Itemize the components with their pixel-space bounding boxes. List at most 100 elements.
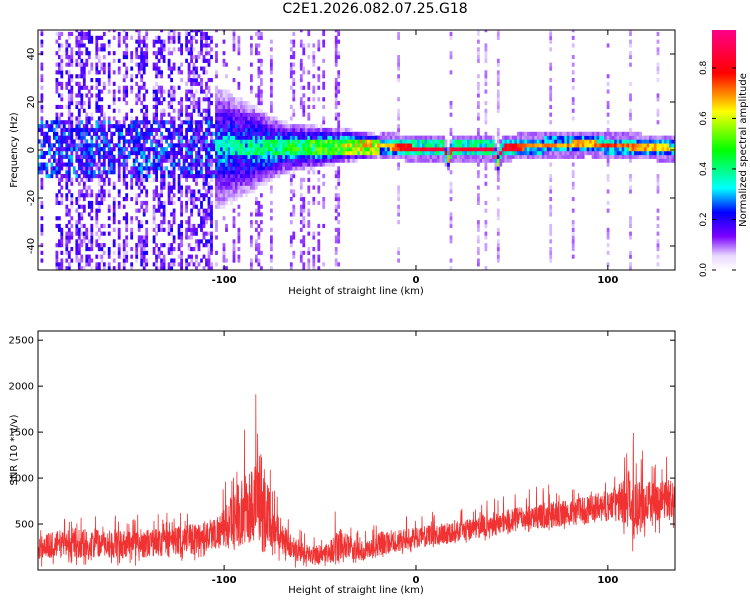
spectrogram-cell — [624, 135, 627, 140]
spectrogram-cell — [484, 243, 488, 248]
spectrogram-cell — [506, 158, 510, 163]
spectrogram-cell — [267, 162, 271, 167]
spectrogram-cell — [626, 151, 630, 156]
spectrogram-cell — [339, 139, 343, 144]
spectrogram-cell — [107, 139, 111, 144]
spectrogram-cell — [462, 143, 465, 148]
spectrogram-cell — [616, 139, 620, 144]
spectrogram-cell — [117, 162, 121, 167]
spectrogram-cell — [215, 43, 218, 48]
spectrogram-cell — [412, 151, 415, 156]
spectrogram-cell — [58, 93, 61, 98]
spectrogram-cell — [342, 143, 346, 148]
spectrogram-cell — [195, 181, 198, 186]
spectrogram-cell — [347, 135, 351, 140]
spectrogram-cell — [92, 162, 96, 167]
spectrogram-cell — [142, 135, 146, 140]
spectrogram-cell — [190, 158, 193, 163]
spectrogram-cell — [102, 170, 106, 175]
spectrogram-cell — [75, 174, 79, 179]
spectrogram-cell — [439, 143, 443, 148]
spectrogram-cell — [571, 151, 575, 156]
spectrogram-cell — [155, 131, 158, 136]
spectrogram-cell — [140, 147, 144, 152]
spectrogram-cell — [125, 250, 129, 255]
spectrogram-cell — [424, 139, 428, 144]
spectrogram-cell — [40, 131, 44, 136]
spectrogram-cell — [180, 166, 183, 171]
spectrogram-cell — [142, 247, 146, 252]
spectrogram-cell — [122, 181, 126, 186]
spectrogram-cell — [237, 97, 241, 102]
spectrogram-cell — [180, 220, 183, 225]
spectrogram-cell — [272, 139, 276, 144]
spectrogram-cell — [162, 120, 166, 125]
spectrogram-cell — [479, 139, 483, 144]
spectrogram-cell — [252, 116, 256, 121]
x-tick-label: 100 — [597, 575, 618, 586]
spectrogram-cell — [222, 97, 226, 102]
spectrogram-cell — [382, 151, 385, 156]
spectrogram-cell — [334, 143, 338, 148]
spectrogram-cell — [484, 208, 488, 213]
spectrogram-cell — [58, 66, 61, 71]
spectrogram-cell — [195, 166, 198, 171]
spectrogram-cell — [404, 143, 408, 148]
spectrogram-cell — [167, 31, 171, 37]
spectrogram-cell — [185, 104, 188, 110]
spectrogram-cell — [227, 143, 231, 148]
spectrogram-cell — [237, 247, 241, 252]
spectrogram-cell — [302, 166, 306, 171]
spectrogram-cell — [67, 162, 71, 167]
spectrogram-cell — [235, 185, 238, 190]
spectrogram-cell — [172, 151, 176, 156]
spectrogram-cell — [424, 151, 428, 156]
spectrogram-cell — [292, 39, 296, 44]
spectrogram-cell — [492, 143, 495, 148]
spectrogram-cell — [90, 216, 94, 221]
spectrogram-cell — [58, 70, 61, 75]
spectrogram-cell — [407, 154, 410, 159]
spectrogram-cell — [97, 78, 101, 83]
spectrogram-cell — [195, 204, 198, 209]
spectrogram-cell — [549, 85, 553, 90]
spectrogram-cell — [60, 58, 64, 63]
spectrogram-cell — [275, 162, 278, 167]
spectrogram-cell — [275, 127, 278, 133]
spectrogram-cell — [412, 154, 415, 159]
spectrogram-cell — [606, 127, 610, 133]
spectrogram-cell — [484, 147, 488, 152]
spectrogram-cell — [107, 120, 111, 125]
spectrogram-cell — [260, 162, 263, 167]
spectrogram-cell — [172, 247, 176, 252]
spectrogram-cell — [40, 104, 44, 110]
spectrogram-cell — [137, 120, 141, 125]
spectrogram-cell — [337, 127, 341, 133]
spectrogram-cell — [457, 147, 460, 152]
spectrogram-cell — [629, 108, 632, 113]
spectrogram-cell — [210, 101, 213, 106]
spectrogram-cell — [112, 227, 116, 232]
spectrogram-cell — [190, 127, 193, 133]
spectrogram-cell — [157, 58, 161, 63]
spectrogram-cell — [70, 193, 74, 198]
spectrogram-cell — [294, 154, 298, 159]
spectrogram-cell — [95, 197, 99, 202]
spectrogram-cell — [40, 154, 44, 159]
spectrogram-cell — [477, 193, 480, 198]
spectrogram-cell — [519, 139, 523, 144]
spectrogram-cell — [270, 70, 273, 75]
spectrogram-cell — [374, 135, 378, 140]
spectrogram-cell — [100, 89, 104, 94]
spectrogram-cell — [549, 212, 553, 217]
spectrogram-cell — [344, 147, 348, 152]
spectrogram-cell — [576, 147, 580, 152]
spectrogram-cell — [242, 170, 246, 175]
spectrogram-cell — [349, 131, 353, 136]
spectrogram-cell — [122, 51, 126, 56]
spectrogram-cell — [357, 154, 361, 159]
spectrogram-cell — [87, 177, 91, 182]
spectrogram-cell — [197, 127, 201, 133]
spectrogram-cell — [77, 81, 81, 86]
